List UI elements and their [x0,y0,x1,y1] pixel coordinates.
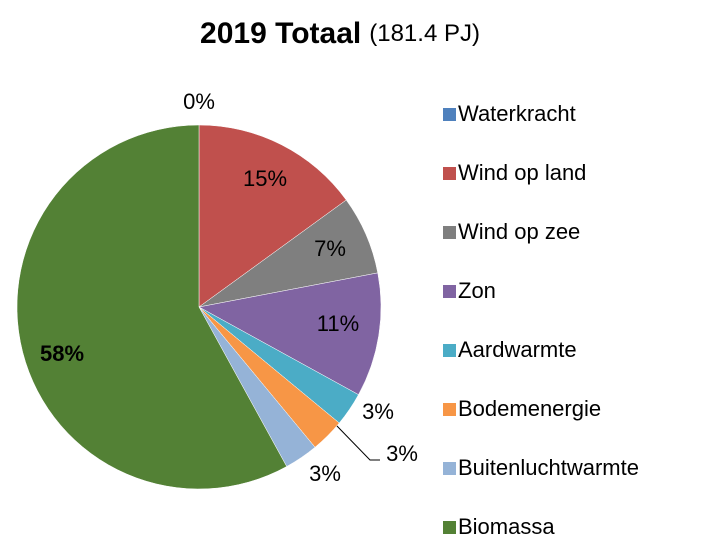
legend-label: Buitenluchtwarmte [458,455,639,480]
title: 2019 Totaal [200,17,361,50]
legend-label: Bodemenergie [458,396,601,421]
pie-slice [198,124,347,308]
data-label: 11% [317,311,359,336]
legend-swatch [443,462,456,475]
data-label: 3% [362,399,394,424]
data-label: 58% [40,341,84,366]
leader-line [335,424,380,461]
legend-label: Waterkracht [458,101,576,126]
subtitle: (181.4 PJ) [369,20,480,47]
data-label: 7% [314,236,346,261]
legend-swatch [443,285,456,298]
legend-swatch [443,167,456,180]
legend-label: Wind op zee [458,219,580,244]
pie-slice [198,272,382,396]
legend-label: Aardwarmte [458,337,577,362]
data-label: 0% [183,89,215,114]
legend-swatch [443,108,456,121]
data-label: 3% [386,441,418,466]
pie-slice [16,124,288,490]
legend-label: Wind op land [458,160,586,185]
legend-label: Biomassa [458,514,555,539]
chart-title: 2019 Totaal (181.4 PJ) [200,17,480,50]
legend-swatch [443,403,456,416]
data-label: 3% [309,461,341,486]
legend-swatch [443,226,456,239]
legend-swatch [443,521,456,534]
legend-swatch [443,344,456,357]
legend-label: Zon [458,278,496,303]
data-label: 15% [243,166,287,191]
